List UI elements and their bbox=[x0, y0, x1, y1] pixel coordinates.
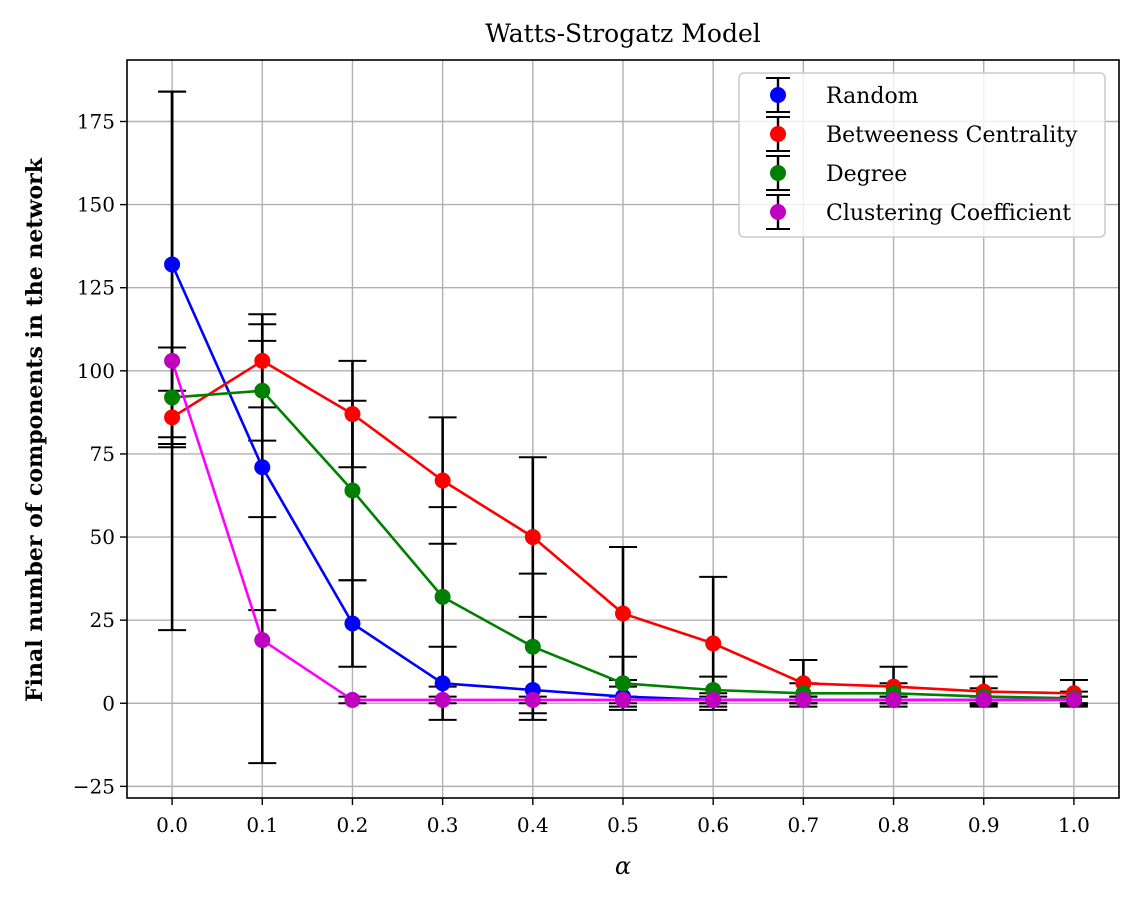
data-point-clustering-coefficient bbox=[344, 691, 361, 708]
x-tick-label: 0.6 bbox=[697, 813, 729, 837]
legend-frame bbox=[738, 72, 1106, 238]
data-point-clustering-coefficient bbox=[524, 691, 541, 708]
data-point-betweeness-centrality bbox=[164, 409, 181, 426]
y-axis-label: Final number of components in the networ… bbox=[22, 157, 48, 702]
y-tick-label: 0 bbox=[102, 691, 115, 715]
y-tick-label: −25 bbox=[73, 774, 115, 798]
y-tick-label: 150 bbox=[77, 193, 115, 217]
y-tick-label: 100 bbox=[77, 359, 115, 383]
data-point-betweeness-centrality bbox=[434, 472, 451, 489]
data-point-clustering-coefficient bbox=[434, 691, 451, 708]
data-point-degree bbox=[434, 588, 451, 605]
legend-item-degree: Degree bbox=[766, 155, 907, 191]
data-point-betweeness-centrality bbox=[524, 529, 541, 546]
x-tick-label: 0.0 bbox=[156, 813, 188, 837]
legend-marker bbox=[770, 87, 786, 103]
x-tick-label: 0.3 bbox=[427, 813, 459, 837]
legend: Random Betweeness Centrality Degree Cluster… bbox=[738, 72, 1106, 238]
legend-marker bbox=[770, 126, 786, 142]
legend-label: Degree bbox=[826, 162, 907, 187]
legend-item-random: Random bbox=[766, 77, 919, 113]
data-point-clustering-coefficient bbox=[1065, 691, 1082, 708]
data-point-clustering-coefficient bbox=[795, 691, 812, 708]
data-point-betweeness-centrality bbox=[254, 352, 271, 369]
tick-layer: 0.0 0.1 0.2 0.3 0.4 0.5 0.6 0.7 0.8 0.9 1.0 −25 0 25 5… bbox=[73, 110, 1090, 838]
data-point-random bbox=[164, 256, 181, 273]
data-point-clustering-coefficient bbox=[254, 632, 271, 649]
legend-marker bbox=[770, 204, 786, 220]
x-tick-label: 0.2 bbox=[337, 813, 369, 837]
data-point-degree bbox=[615, 675, 631, 692]
y-tick-label: 175 bbox=[77, 110, 115, 134]
legend-item-betweeness-centrality: Betweeness Centrality bbox=[766, 116, 1078, 152]
x-tick-label: 0.9 bbox=[968, 813, 1000, 837]
data-point-betweeness-centrality bbox=[615, 605, 631, 622]
x-tick-label: 0.4 bbox=[517, 813, 549, 837]
data-point-degree bbox=[344, 482, 361, 499]
x-tick-label: 0.7 bbox=[787, 813, 819, 837]
x-tick-label: 0.5 bbox=[607, 813, 639, 837]
x-tick-label: 1.0 bbox=[1058, 813, 1090, 837]
data-point-clustering-coefficient bbox=[164, 352, 181, 369]
data-point-layer bbox=[164, 256, 1082, 708]
y-tick-label: 125 bbox=[77, 276, 115, 300]
data-point-clustering-coefficient bbox=[885, 691, 902, 708]
data-point-degree bbox=[524, 638, 541, 655]
data-point-betweeness-centrality bbox=[705, 635, 722, 652]
data-point-random bbox=[344, 615, 361, 632]
y-tick-label: 25 bbox=[90, 608, 115, 632]
y-tick-label: 50 bbox=[90, 525, 115, 549]
legend-items: Random Betweeness Centrality Degree Cluster… bbox=[766, 77, 1078, 230]
legend-label: Random bbox=[826, 84, 919, 109]
data-point-clustering-coefficient bbox=[615, 691, 631, 708]
data-point-clustering-coefficient bbox=[975, 691, 992, 708]
data-point-random bbox=[254, 459, 271, 476]
data-point-random bbox=[434, 675, 451, 692]
legend-label: Clustering Coefficient bbox=[826, 201, 1071, 226]
legend-marker bbox=[770, 165, 786, 181]
legend-item-clustering-coefficient: Clustering Coefficient bbox=[766, 194, 1071, 230]
data-point-betweeness-centrality bbox=[344, 406, 361, 423]
data-point-degree bbox=[164, 389, 181, 406]
x-tick-label: 0.8 bbox=[878, 813, 910, 837]
data-point-clustering-coefficient bbox=[705, 691, 722, 708]
chart-title: Watts-Strogatz Model bbox=[485, 19, 761, 48]
data-point-degree bbox=[254, 382, 271, 399]
legend-label: Betweeness Centrality bbox=[826, 123, 1078, 148]
x-axis-label: α bbox=[615, 852, 631, 880]
y-tick-label: 75 bbox=[90, 442, 115, 466]
x-tick-label: 0.1 bbox=[246, 813, 278, 837]
